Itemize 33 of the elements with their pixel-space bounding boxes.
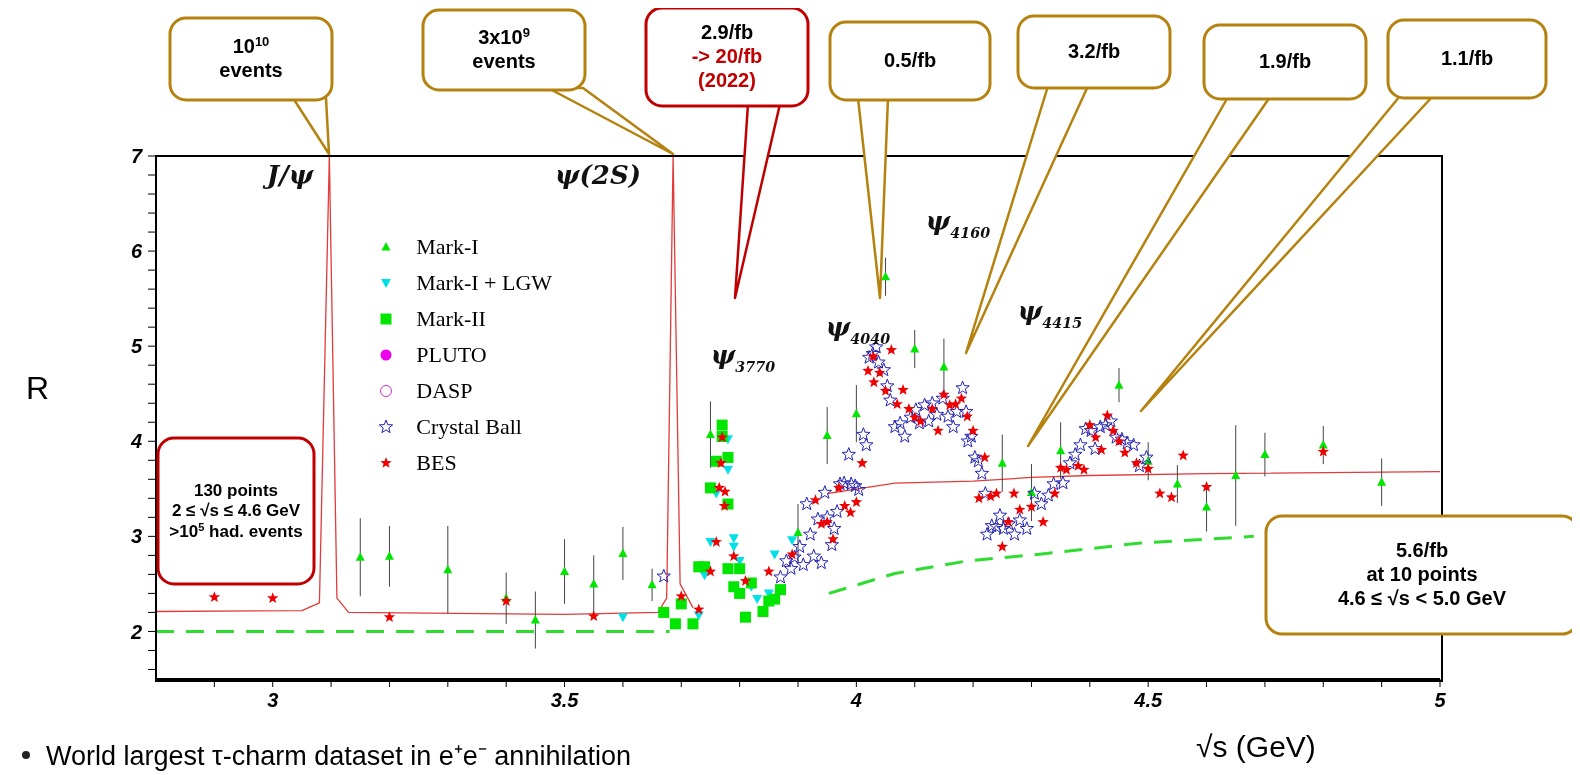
legend-label: BES (416, 450, 457, 477)
y-axis-title: R (26, 370, 50, 407)
annotation: ψ$_{4040}$ (825, 312, 891, 347)
x-tick-label: 3.5 (550, 689, 580, 712)
speech-bubble: 3x10$^{9}$ events (421, 8, 675, 156)
y-tick-label: 5 (130, 335, 143, 358)
y-tick-label: 7 (130, 145, 143, 168)
legend-label: DASP (416, 378, 473, 405)
legend-label: Mark-I (416, 234, 479, 261)
x-axis-title: √s (GeV) (1196, 730, 1316, 764)
legend-label: Crystal Ball (416, 414, 522, 441)
legend-label: Mark-II (416, 306, 486, 333)
y-tick-label: 6 (130, 240, 143, 263)
y-tick-label: 4 (129, 430, 142, 453)
x-tick-label: 3 (267, 689, 279, 712)
annotation: ψ(2S) (555, 160, 641, 190)
annotation: 130 points 2 ≤ √s ≤ 4.6 GeV >10$^{5}$ had. events (169, 480, 303, 541)
annotation: J/ψ (261, 160, 315, 190)
legend-label: Mark-I + LGW (416, 270, 553, 297)
annotation: ψ$_{3770}$ (710, 340, 776, 375)
speech-bubble: 5.6/fb at 10 points 4.6 ≤ √s < 5.0 GeV (1264, 514, 1572, 636)
x-tick-label: 4.5 (1133, 689, 1163, 712)
x-tick-label: 4 (849, 689, 862, 712)
annotation: ψ$_{4160}$ (925, 206, 991, 241)
annotation: 5.6/fb at 10 points 4.6 ≤ √s < 5.0 GeV (1337, 539, 1507, 609)
y-tick-label: 3 (130, 525, 142, 548)
speech-bubble: 2.9/fb -> 20/fb (2022) (644, 8, 810, 300)
legend-label: PLUTO (416, 342, 487, 369)
x-tick-label: 5 (1434, 689, 1447, 712)
speech-bubble: 130 points 2 ≤ √s ≤ 4.6 GeV >10$^{5}$ had. events (156, 436, 316, 586)
y-tick-label: 2 (129, 620, 142, 643)
text: World largest τ-charm dataset in e⁺e⁻ annihilation (46, 740, 631, 773)
annotation: ψ$_{4415}$ (1017, 296, 1083, 331)
